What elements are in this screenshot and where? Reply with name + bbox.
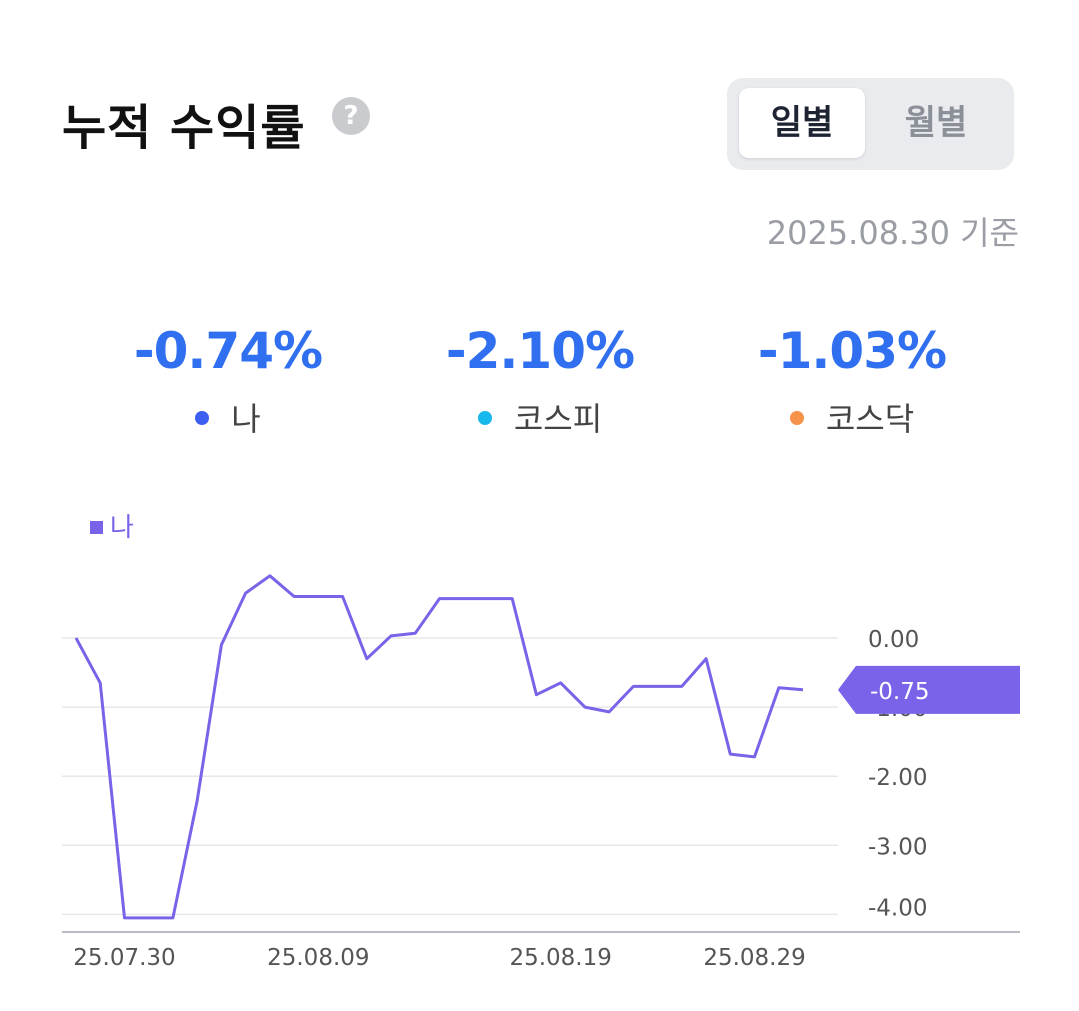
daily-tab[interactable]: 일별 [739,88,865,158]
summary-me: -0.74% 나 [68,322,388,440]
y-tick-label: 0.00 [868,627,919,653]
period-toggle: 일별 월별 [727,78,1014,170]
x-tick-label: 25.08.09 [267,945,369,971]
legend-dot-icon [477,411,492,425]
summary-kospi-value: -2.10% [445,322,635,380]
summary-kosdaq-label: 코스닥 [825,400,915,438]
last-value-marker [838,665,1020,714]
chart-legend-swatch [90,521,103,534]
summary-kosdaq-value: -1.03% [757,322,947,380]
summary-me-label: 나 [231,400,261,438]
monthly-tab[interactable]: 월별 [904,103,968,143]
legend-dot-icon [195,411,210,425]
y-tick-label: -4.00 [868,895,928,921]
summary-kosdaq-legend: 코스닥 [692,394,1012,440]
legend-dot-icon [789,411,804,425]
chart-legend-label: 나 [110,513,134,543]
page-title: 누적 수익률 [62,100,306,156]
summary-kospi: -2.10% 코스피 [380,322,700,440]
last-value-label: -0.75 [870,679,930,705]
x-tick-label: 25.07.30 [73,945,175,971]
help-icon[interactable]: ? [332,97,370,135]
summary-me-legend: 나 [68,394,388,440]
as-of-date: 2025.08.30 기준 [766,214,1019,252]
y-tick-label: -2.00 [868,765,928,791]
return-line-chart: 나 0.00-1.00-2.00-3.00-4.00 25.07.3025.08… [62,513,1020,971]
series-line-me [74,574,804,920]
y-tick-label: -3.00 [868,834,928,860]
summary-me-value: -0.74% [133,322,323,380]
summary-kospi-label: 코스피 [513,400,603,438]
summary-kosdaq: -1.03% 코스닥 [692,322,1012,440]
x-tick-label: 25.08.19 [509,945,611,971]
x-tick-label: 25.08.29 [703,945,805,971]
summary-kospi-legend: 코스피 [380,394,700,440]
